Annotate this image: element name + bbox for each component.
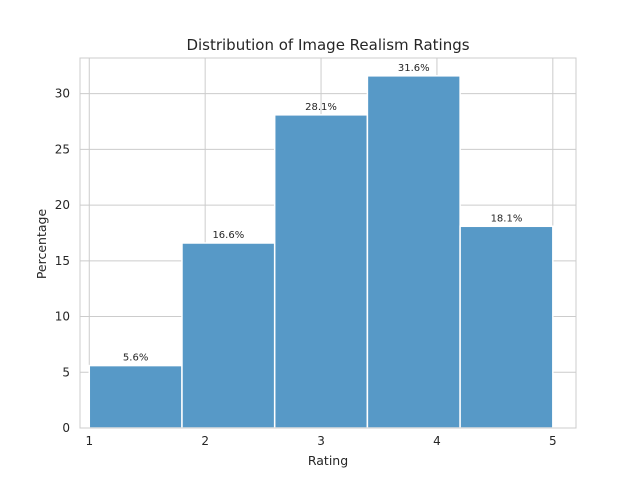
y-axis-label: Percentage <box>34 209 49 280</box>
axis-ticks: 1 2 3 4 5 0 5 10 15 20 25 30 <box>55 87 557 448</box>
y-tick-label: 10 <box>55 310 70 324</box>
bar-value-label: 5.6% <box>123 353 148 364</box>
x-tick-label: 3 <box>317 434 325 448</box>
y-tick-label: 5 <box>62 365 70 379</box>
bar-value-label: 18.1% <box>491 213 523 224</box>
x-tick-label: 4 <box>433 434 441 448</box>
y-tick-label: 25 <box>55 142 70 156</box>
histogram-bar <box>273 114 369 429</box>
x-tick-label: 2 <box>201 434 209 448</box>
chart-title: Distribution of Image Realism Ratings <box>186 36 469 54</box>
bar-value-label: 16.6% <box>212 230 244 241</box>
x-axis-label: Rating <box>308 453 348 468</box>
bar-value-label: 28.1% <box>305 102 337 113</box>
x-tick-label: 5 <box>549 434 557 448</box>
y-tick-label: 0 <box>62 421 70 435</box>
bar-value-label: 31.6% <box>398 63 430 74</box>
bars <box>88 75 554 429</box>
y-tick-label: 20 <box>55 198 70 212</box>
plot-frame <box>79 57 577 429</box>
histogram-bar <box>366 75 461 429</box>
histogram-bar <box>459 225 554 429</box>
x-tick-label: 1 <box>85 434 93 448</box>
histogram-bar <box>88 364 183 429</box>
y-tick-label: 30 <box>55 87 70 101</box>
bar-value-labels: 5.6% 16.6% 28.1% 31.6% 18.1% <box>123 63 522 364</box>
y-tick-label: 15 <box>55 254 70 268</box>
histogram-bar <box>181 242 276 429</box>
